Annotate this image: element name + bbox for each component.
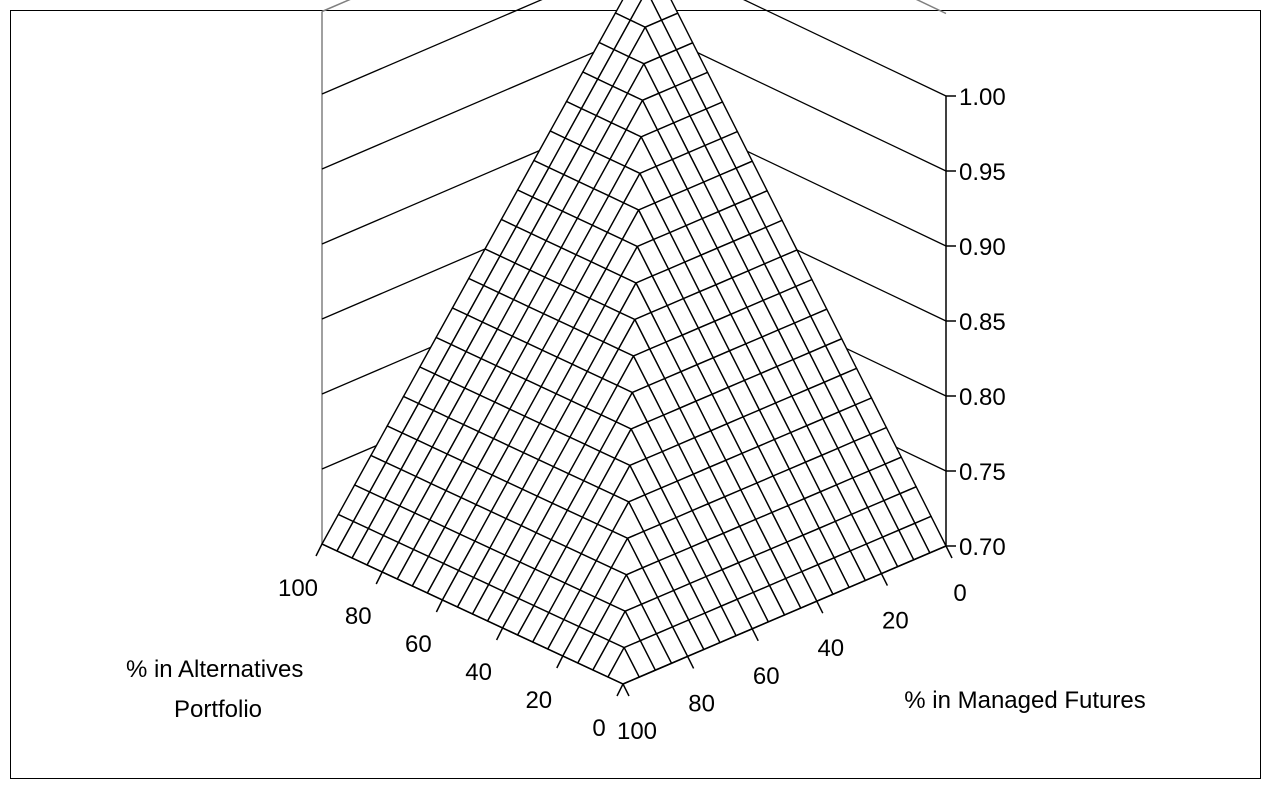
x-tick-mark [751,628,759,642]
x-axis: 0 20 40 60 80 100 [617,545,967,745]
z-gridline [743,0,947,97]
x-tick-label: 40 [817,635,844,662]
y-axis-title-line: Portfolio [174,696,262,723]
wall-top-edge [321,0,351,13]
x-axis-title: % in Managed Futures [904,687,1145,714]
x-tick-label: 100 [617,718,657,745]
y-axis-line [321,543,624,685]
y-tick-mark [616,683,624,697]
x-tick-label: 20 [882,608,909,635]
y-axis-title: % in Alternatives Portfolio [126,656,310,723]
z-tick-label: 0.80 [959,384,1006,411]
y-axis: 100 80 60 40 20 0 [278,543,624,742]
x-axis-line [622,545,947,685]
y-tick-mark [556,655,564,669]
x-axis-title-line: % in Managed Futures [904,687,1145,714]
z-tick-label: 0.70 [959,534,1006,561]
y-tick-mark [375,571,383,585]
y-tick-mark [495,627,504,641]
z-tick-label: 0.90 [959,234,1006,261]
x-tick-mark [686,656,695,669]
y-tick-label: 80 [345,603,372,630]
y-tick-label: 0 [592,715,605,742]
x-tick-mark [816,600,824,614]
x-tick-label: 60 [753,663,780,690]
y-tick-label: 100 [278,575,318,602]
z-tick-label: 0.75 [959,459,1006,486]
y-tick-label: 20 [525,687,552,714]
x-tick-label: 0 [953,580,966,607]
y-axis-title-line: % in Alternatives [126,656,303,683]
x-tick-mark [945,545,953,559]
z-axis: 0.70 0.75 0.80 0.85 0.90 0.95 1.00 [945,84,1006,561]
z-tick-label: 1.00 [959,84,1006,111]
z-tick-label: 0.85 [959,309,1006,336]
x-tick-label: 80 [688,690,715,717]
y-tick-label: 60 [405,631,432,658]
y-tick-mark [435,599,444,613]
y-tick-label: 40 [465,659,492,686]
z-gridline [321,0,543,95]
x-tick-mark [880,573,889,586]
y-tick-mark [315,543,323,557]
wall-top-edge [915,0,947,15]
x-tick-mark [622,683,630,697]
z-tick-label: 0.95 [959,159,1006,186]
surface-mesh [321,0,947,685]
